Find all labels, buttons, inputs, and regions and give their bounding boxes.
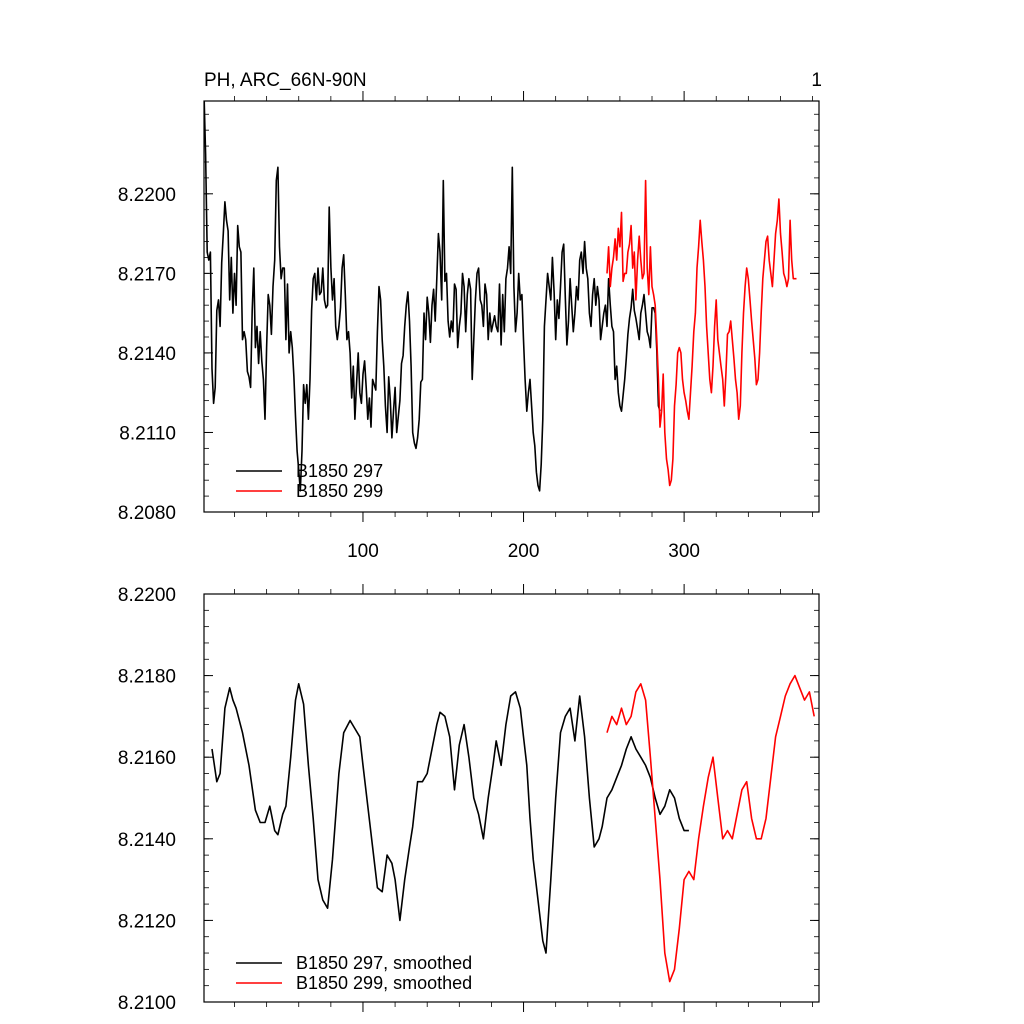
x-tick-label: 100 (347, 541, 379, 562)
series-line-b1850-299 (606, 179, 797, 487)
bottom-panel-legend: B1850 297, smoothed B1850 299, smoothed (236, 953, 472, 993)
top-panel-corner-label: 1 (811, 70, 822, 91)
y-tick-label: 8.2100 (118, 993, 176, 1014)
y-tick-label: 8.2200 (118, 185, 176, 206)
y-tick-label: 8.2160 (118, 748, 176, 769)
y-tick-label: 8.2110 (119, 423, 176, 444)
bottom-panel-ticks: 8.2100 8.2120 8.2140 8.2160 8.2180 8.2200 (118, 584, 819, 1014)
y-tick-label: 8.2140 (118, 830, 176, 851)
bottom-panel-series (211, 674, 815, 983)
x-tick-label: 300 (668, 541, 700, 562)
series-line-b1850-299-smoothed (606, 674, 815, 983)
series-line-b1850-297 (204, 101, 661, 492)
top-panel-legend: B1850 297 B1850 299 (236, 461, 383, 501)
y-tick-label: 8.2120 (118, 911, 176, 932)
series-line-b1850-297-smoothed (211, 682, 689, 954)
y-tick-label: 8.2080 (118, 503, 176, 524)
top-panel-frame (203, 100, 820, 513)
top-panel-title: PH, ARC_66N-90N (204, 70, 367, 91)
y-tick-label: 8.2180 (118, 667, 176, 688)
legend-label-b1850-297: B1850 297 (296, 461, 383, 481)
y-tick-label: 8.2140 (118, 344, 176, 365)
bottom-panel-frame (203, 593, 820, 1003)
y-tick-label: 8.2170 (118, 264, 176, 285)
x-tick-label: 200 (508, 541, 540, 562)
top-panel-ticks: 8.2080 8.2110 8.2140 8.2170 8.2200 100 200 300 (118, 91, 819, 562)
bottom-panel: 8.2100 8.2120 8.2140 8.2160 8.2180 8.2200 B18… (118, 584, 820, 1014)
legend-label-b1850-297-smoothed: B1850 297, smoothed (296, 953, 472, 973)
legend-label-b1850-299: B1850 299 (296, 481, 383, 501)
top-panel: PH, ARC_66N-90N 1 8.2080 8.2110 8.2140 8.21… (118, 70, 822, 562)
y-tick-label: 8.2200 (118, 585, 176, 606)
top-panel-series (204, 101, 797, 492)
legend-label-b1850-299-smoothed: B1850 299, smoothed (296, 973, 472, 993)
